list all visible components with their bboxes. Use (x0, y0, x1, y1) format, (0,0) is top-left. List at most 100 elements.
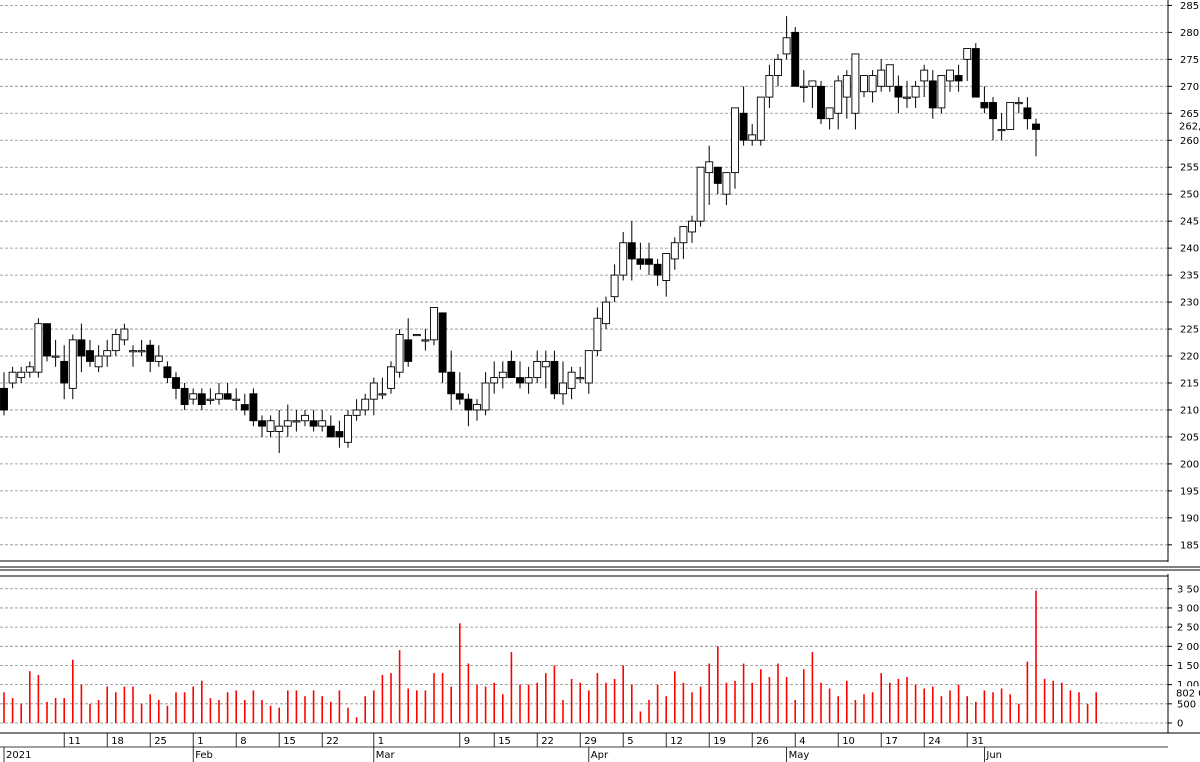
candle-body (172, 377, 180, 389)
candle (954, 64, 963, 92)
candle (430, 307, 438, 346)
candle (877, 59, 886, 92)
candle (653, 258, 662, 286)
price-tick-label: 260 (1180, 136, 1199, 147)
candle (636, 242, 645, 270)
candle (163, 361, 172, 383)
candle (17, 366, 26, 383)
candle (971, 43, 980, 98)
candle-body (318, 420, 327, 427)
candle-body (834, 80, 843, 114)
candle (1014, 97, 1023, 114)
candle-body (455, 393, 464, 400)
candle (60, 345, 69, 400)
candle (842, 70, 851, 119)
candle (197, 388, 206, 410)
month-label: Apr (591, 750, 609, 761)
candle-body (619, 242, 628, 276)
candle-body (8, 371, 17, 384)
day-label: 15 (283, 736, 296, 747)
candle-body (309, 420, 318, 427)
candle (937, 75, 946, 114)
candle (662, 253, 671, 297)
candle (129, 345, 137, 367)
day-label: 29 (584, 736, 597, 747)
candle-body (17, 371, 26, 379)
candle-body (197, 393, 206, 406)
candle-body (266, 420, 275, 432)
candle (610, 264, 619, 303)
candle-body (86, 350, 94, 362)
candle-body (903, 96, 911, 99)
candle-body (0, 387, 8, 411)
candle (8, 366, 17, 389)
candle-body (154, 355, 163, 362)
candle-body (447, 371, 456, 395)
candle (1006, 102, 1015, 130)
price-tick-label: 255 (1180, 163, 1199, 174)
candle (94, 345, 103, 373)
candle (963, 48, 972, 81)
candle (498, 361, 507, 389)
candle (412, 333, 421, 337)
candle (404, 318, 413, 367)
candle-body (989, 102, 997, 120)
candle (206, 388, 215, 405)
candle (189, 388, 198, 405)
candle (559, 361, 567, 405)
candle (928, 70, 937, 119)
day-label: 1 (197, 736, 203, 747)
day-label: 19 (713, 736, 726, 747)
candle (283, 404, 292, 437)
candle (258, 415, 266, 437)
candle (731, 107, 739, 189)
candle (249, 388, 258, 427)
candle-body (593, 317, 602, 352)
candle (997, 113, 1006, 141)
candle-body (301, 414, 309, 422)
candle-body (232, 398, 241, 401)
candle (455, 372, 464, 405)
price-tick-label: 275 (1180, 55, 1199, 66)
candle (473, 399, 481, 421)
candle-body (404, 339, 413, 362)
candle-body (258, 420, 266, 427)
candle-body (679, 226, 688, 244)
candle (387, 361, 395, 394)
candle (808, 80, 817, 108)
price-tick-label: 250 (1180, 190, 1199, 201)
day-label: 22 (541, 736, 554, 747)
day-label: 22 (326, 736, 339, 747)
candle (799, 70, 808, 103)
candle (154, 345, 163, 367)
candle-body (713, 166, 722, 184)
candle (1032, 118, 1040, 157)
candle-body (215, 393, 223, 400)
candle (464, 393, 473, 427)
candle (34, 318, 43, 378)
candle-body (860, 75, 868, 93)
candle-body (636, 258, 645, 265)
candle (361, 393, 370, 416)
candle (0, 372, 8, 416)
candle (627, 221, 636, 281)
candle-body (576, 377, 585, 380)
price-tick-label: 185 (1180, 540, 1199, 551)
candle (137, 339, 146, 357)
day-label: 10 (842, 736, 855, 747)
candle-body (516, 377, 524, 384)
volume-tick-label: 2 500 (1177, 623, 1200, 634)
candle-body (799, 85, 808, 88)
day-label: 1 (378, 736, 384, 747)
chart-frames (0, 0, 1200, 734)
price-tick-label: 215 (1180, 378, 1199, 389)
candle-body (1006, 102, 1015, 130)
candle-body (541, 360, 550, 368)
candle (885, 64, 894, 92)
candle-body (438, 312, 447, 373)
price-tick-label: 280 (1180, 28, 1199, 39)
candle (550, 350, 559, 400)
price-tick-label: 270 (1180, 82, 1199, 93)
candle (344, 409, 352, 448)
candle-body (567, 371, 576, 389)
